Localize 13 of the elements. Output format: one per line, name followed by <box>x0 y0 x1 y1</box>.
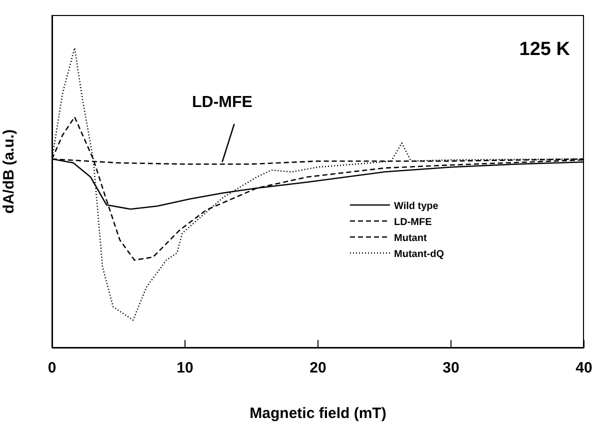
legend-label: Mutant <box>394 233 428 244</box>
annotation: 125 K <box>519 39 570 60</box>
y-axis-title: dA/dB (a.u.) <box>0 129 18 214</box>
x-tick-label: 30 <box>442 360 460 377</box>
x-tick-label: 40 <box>576 360 592 377</box>
legend-label: LD-MFE <box>394 217 432 228</box>
x-tick-label: 10 <box>176 360 194 377</box>
annotation: LD-MFE <box>192 94 253 111</box>
legend-label: Wild type <box>394 201 439 212</box>
x-tick-label: 0 <box>48 360 56 377</box>
legend-label: Mutant-dQ <box>394 249 444 260</box>
x-axis-title: Magnetic field (mT) <box>250 405 386 422</box>
x-tick-label: 20 <box>310 360 326 377</box>
